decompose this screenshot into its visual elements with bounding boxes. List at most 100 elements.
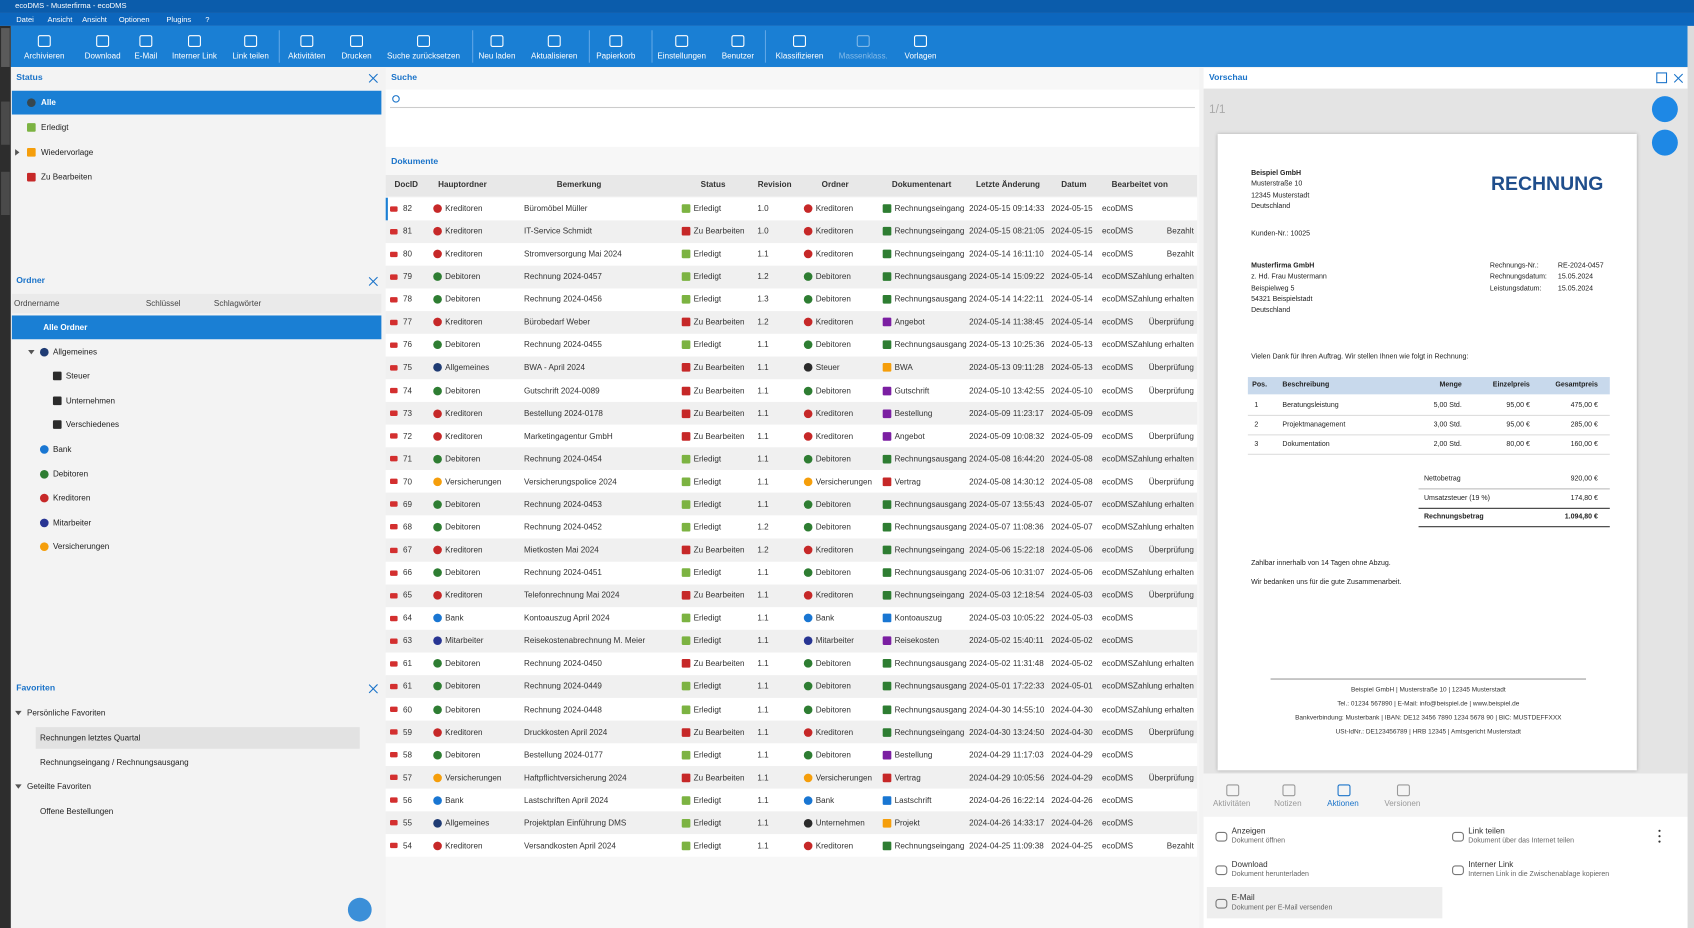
tree-arrow[interactable]	[15, 785, 21, 789]
menu-item[interactable]: Optionen	[119, 17, 150, 25]
toolbar-button[interactable]: Archivieren	[24, 52, 65, 60]
more-menu-dot[interactable]	[1658, 835, 1660, 837]
close-button[interactable]	[368, 277, 378, 287]
column-header-label[interactable]: Letzte Änderung	[976, 181, 1040, 189]
toolbar-button[interactable]: Benutzer	[722, 52, 754, 60]
add-button[interactable]	[348, 898, 372, 922]
tab[interactable]: Aktivitäten	[1213, 800, 1250, 808]
more-menu-dot[interactable]	[1658, 830, 1660, 832]
close-button[interactable]	[368, 684, 378, 694]
table-cell: 2024-05-09 10:08:32	[969, 432, 1044, 440]
menu-item[interactable]: Plugins	[166, 17, 191, 25]
folder-item[interactable]: Verschiedenes	[66, 421, 119, 429]
folder-item[interactable]: Versicherungen	[53, 543, 109, 551]
table-cell: Versicherungspolice 2024	[524, 478, 617, 486]
status-item[interactable]: Alle	[41, 99, 56, 107]
table-cell: 1.3	[757, 296, 768, 304]
row-marker	[386, 197, 388, 220]
toolbar-button[interactable]: Papierkorb	[596, 52, 635, 60]
toolbar-separator	[651, 30, 652, 62]
toolbar-button[interactable]: Aktualisieren	[531, 52, 577, 60]
total-line	[1419, 488, 1610, 489]
column-header-label[interactable]: Status	[701, 181, 726, 189]
action-description: Internen Link in die Zwischenablage kopi…	[1468, 872, 1609, 879]
column-header-label[interactable]: Bemerkung	[557, 181, 602, 189]
column-header-label[interactable]: Hauptordner	[438, 181, 487, 189]
menu-item[interactable]: Ansicht	[48, 17, 73, 25]
action-label[interactable]: Link teilen	[1468, 827, 1504, 835]
action-label[interactable]: Download	[1232, 860, 1268, 868]
search-box[interactable]	[386, 90, 1200, 147]
column-header-label[interactable]: Schlüssel	[146, 300, 181, 308]
favorite-item[interactable]: Geteilte Favoriten	[27, 783, 91, 791]
table-cell: ecoDMS	[1102, 591, 1133, 599]
column-header-label[interactable]: Ordnername	[14, 300, 59, 308]
tab[interactable]: Notizen	[1274, 800, 1301, 808]
table-cell: 2024-05-09	[1051, 409, 1092, 417]
folder-item[interactable]: Bank	[53, 445, 71, 453]
table-cell: 2024-05-15	[1051, 227, 1092, 235]
action-label[interactable]: Interner Link	[1468, 860, 1513, 868]
folder-item[interactable]: Kreditoren	[53, 494, 90, 502]
table-cell: Zahlung erhalten	[1133, 500, 1194, 508]
table-cell: 1.0	[757, 227, 768, 235]
toolbar-button[interactable]: Interner Link	[172, 52, 217, 60]
column-header-label[interactable]: Schlagwörter	[214, 300, 261, 308]
toolbar-button[interactable]: Einstellungen	[657, 52, 706, 60]
toolbar-button[interactable]: Link teilen	[232, 52, 268, 60]
fullscreen-button[interactable]	[1652, 96, 1678, 122]
toolbar	[11, 26, 1688, 67]
column-header-label[interactable]: Revision	[758, 181, 792, 189]
toolbar-button[interactable]: Vorlagen	[905, 52, 937, 60]
open-external[interactable]	[1656, 72, 1667, 83]
toolbar-button[interactable]: Neu laden	[479, 52, 516, 60]
column-header-label[interactable]: DocID	[395, 181, 418, 189]
status-item[interactable]: Erledigt	[41, 123, 68, 131]
folder-item[interactable]: Allgemeines	[53, 348, 97, 356]
toolbar-button[interactable]: Aktivitäten	[288, 52, 325, 60]
table-cell: Debitoren	[445, 455, 480, 463]
tab[interactable]: Aktionen	[1327, 800, 1359, 808]
folder-item[interactable]: Alle Ordner	[43, 323, 87, 331]
column-header-label[interactable]: Bearbeitet von	[1112, 181, 1168, 189]
favorite-item[interactable]: Rechnungen letztes Quartal	[40, 734, 140, 742]
menu-item[interactable]: Datei	[16, 17, 34, 25]
toolbar-button[interactable]: Klassifizieren	[776, 52, 824, 60]
status-item[interactable]: Zu Bearbeiten	[41, 173, 92, 181]
folder-item[interactable]: Steuer	[66, 372, 90, 380]
folder-item[interactable]: Debitoren	[53, 470, 88, 478]
tree-arrow[interactable]	[15, 711, 21, 715]
action-icon	[1452, 832, 1464, 842]
action-label[interactable]: E-Mail	[1232, 894, 1255, 902]
table-cell: Überprüfung	[1149, 432, 1194, 440]
menu-item[interactable]: Ansicht	[82, 17, 107, 25]
column-header-label[interactable]: Datum	[1061, 181, 1086, 189]
toolbar-button[interactable]: E-Mail	[134, 52, 157, 60]
toolbar-button[interactable]: Download	[85, 52, 121, 60]
more-menu-dot[interactable]	[1658, 841, 1660, 843]
favorite-item[interactable]: Persönliche Favoriten	[27, 709, 105, 717]
tree-arrow[interactable]	[28, 350, 34, 354]
toolbar-icon	[857, 35, 870, 47]
favorite-item[interactable]: Offene Bestellungen	[40, 808, 113, 816]
folder-item[interactable]: Mitarbeiter	[53, 519, 91, 527]
toolbar-button[interactable]: Suche zurücksetzen	[387, 52, 460, 60]
table-cell: 2024-05-06	[1051, 546, 1092, 554]
close-button[interactable]	[368, 73, 378, 83]
action-label[interactable]: Anzeigen	[1232, 827, 1266, 835]
status-item[interactable]: Wiedervorlage	[41, 148, 93, 156]
tree-arrow[interactable]	[15, 149, 19, 155]
tab[interactable]: Versionen	[1384, 800, 1420, 808]
toolbar-button[interactable]: Drucken	[341, 52, 371, 60]
table-cell: Versandkosten April 2024	[524, 842, 616, 850]
favorite-item[interactable]: Rechnungseingang / Rechnungsausgang	[40, 758, 189, 766]
column-header-label[interactable]: Ordner	[822, 181, 849, 189]
edit-button[interactable]	[1652, 130, 1678, 156]
folder-item[interactable]: Unternehmen	[66, 397, 115, 405]
column-header-label[interactable]: Dokumentenart	[892, 181, 951, 189]
close-button[interactable]	[1674, 73, 1684, 83]
folder-icon	[53, 421, 62, 430]
menu-item[interactable]: ?	[205, 17, 209, 25]
table-cell: Überprüfung	[1149, 546, 1194, 554]
table-cell: Rechnungsausgang	[895, 683, 967, 691]
